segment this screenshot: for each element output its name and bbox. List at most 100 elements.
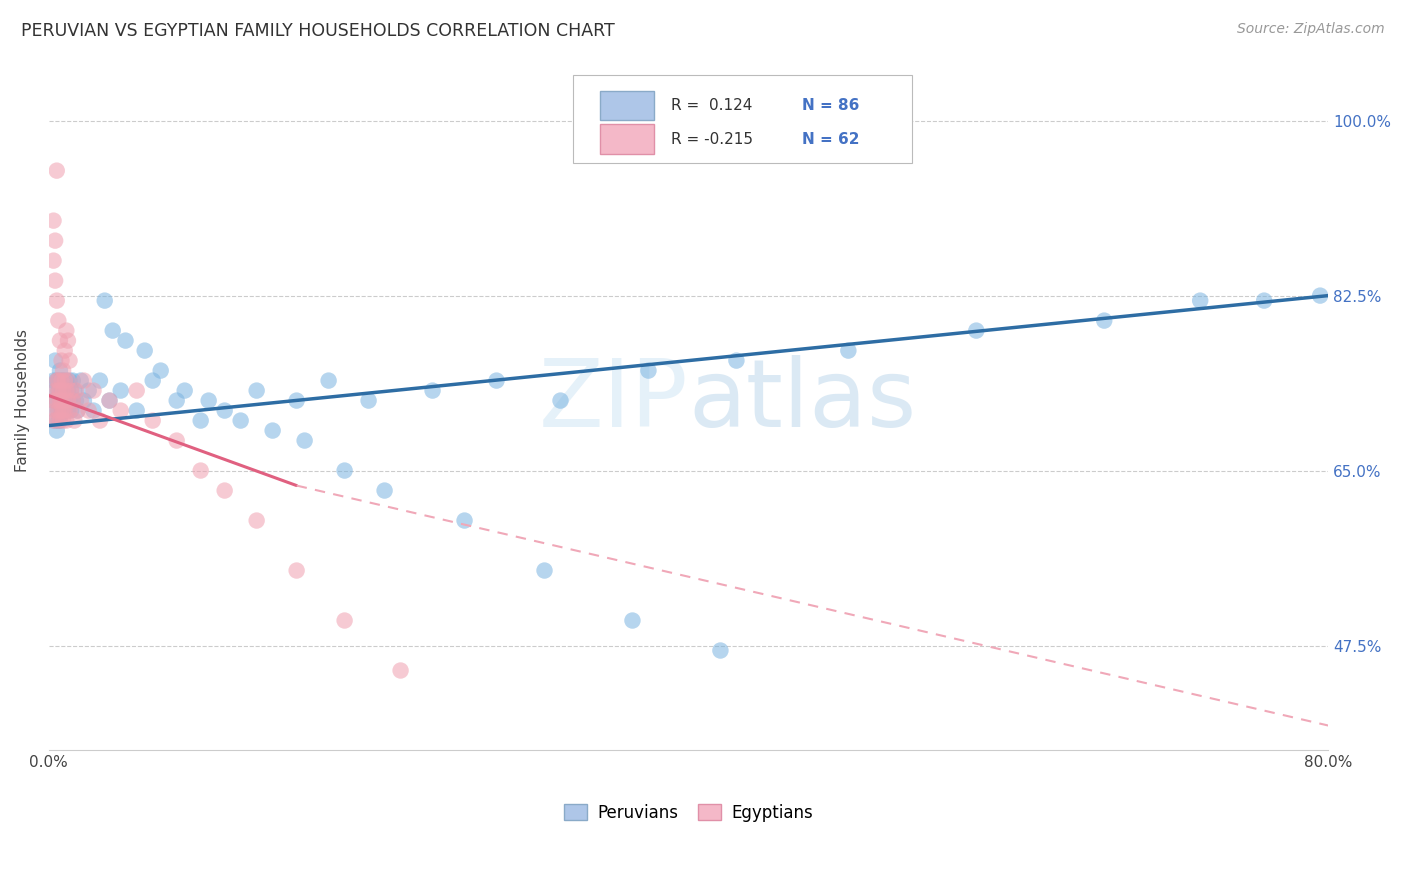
Point xyxy=(110,403,132,417)
FancyBboxPatch shape xyxy=(600,124,654,153)
Point xyxy=(45,403,67,417)
Point xyxy=(42,414,65,428)
Point xyxy=(806,113,828,128)
Point xyxy=(62,374,84,388)
Point xyxy=(51,393,73,408)
Point xyxy=(44,403,66,417)
Point xyxy=(46,403,69,417)
Point xyxy=(51,403,73,417)
Point xyxy=(83,384,105,398)
Point xyxy=(55,414,77,428)
Point xyxy=(42,374,65,388)
Point xyxy=(357,393,380,408)
Point xyxy=(49,384,72,398)
Point xyxy=(45,374,67,388)
Point xyxy=(44,384,66,398)
Point xyxy=(53,403,76,417)
Point xyxy=(52,384,75,398)
Point xyxy=(51,374,73,388)
Point xyxy=(49,334,72,348)
Point xyxy=(63,414,86,428)
Point xyxy=(44,414,66,428)
Point xyxy=(637,363,659,377)
Point xyxy=(58,374,80,388)
Text: N = 62: N = 62 xyxy=(801,131,859,146)
Point xyxy=(46,384,69,398)
Text: R =  0.124: R = 0.124 xyxy=(671,98,752,112)
Point xyxy=(60,384,83,398)
Point xyxy=(98,393,121,408)
Point xyxy=(114,334,136,348)
Point xyxy=(44,353,66,368)
Point xyxy=(621,614,644,628)
Point xyxy=(98,393,121,408)
Point xyxy=(149,363,172,377)
Point xyxy=(53,384,76,398)
Point xyxy=(51,384,73,398)
Text: N = 86: N = 86 xyxy=(801,98,859,112)
Point xyxy=(53,403,76,417)
Point xyxy=(134,343,156,358)
Point xyxy=(965,324,987,338)
Point xyxy=(69,374,91,388)
Point xyxy=(485,374,508,388)
Point xyxy=(214,403,236,417)
Point xyxy=(42,393,65,408)
Point xyxy=(55,384,77,398)
Point xyxy=(45,374,67,388)
Point xyxy=(73,393,96,408)
Point xyxy=(45,393,67,408)
Point xyxy=(422,384,444,398)
Point xyxy=(214,483,236,498)
Text: ZIP: ZIP xyxy=(538,355,689,447)
Point xyxy=(60,403,83,417)
Point xyxy=(52,403,75,417)
Point xyxy=(45,424,67,438)
Point xyxy=(63,384,86,398)
Point xyxy=(49,393,72,408)
Legend: Peruvians, Egyptians: Peruvians, Egyptians xyxy=(557,797,820,829)
Point xyxy=(62,393,84,408)
Point xyxy=(166,393,188,408)
Point xyxy=(173,384,195,398)
Point xyxy=(125,403,148,417)
Point xyxy=(83,403,105,417)
Point xyxy=(56,334,79,348)
Text: R = -0.215: R = -0.215 xyxy=(671,131,752,146)
Point xyxy=(69,393,91,408)
Point xyxy=(453,514,475,528)
Point xyxy=(190,464,212,478)
Point xyxy=(49,393,72,408)
Point xyxy=(52,384,75,398)
Point xyxy=(58,393,80,408)
Point xyxy=(190,414,212,428)
Point xyxy=(56,374,79,388)
Point xyxy=(49,384,72,398)
Point xyxy=(65,393,87,408)
Point xyxy=(52,403,75,417)
Point xyxy=(125,384,148,398)
Point xyxy=(77,384,100,398)
Point xyxy=(142,414,165,428)
Point xyxy=(52,414,75,428)
Point xyxy=(45,414,67,428)
Point xyxy=(294,434,316,448)
Point xyxy=(73,374,96,388)
Point xyxy=(142,374,165,388)
Point xyxy=(89,374,111,388)
Point xyxy=(53,393,76,408)
Point xyxy=(725,353,748,368)
Point xyxy=(246,514,269,528)
Point xyxy=(1189,293,1212,308)
Point xyxy=(93,293,115,308)
Point xyxy=(46,384,69,398)
Point xyxy=(51,393,73,408)
Text: PERUVIAN VS EGYPTIAN FAMILY HOUSEHOLDS CORRELATION CHART: PERUVIAN VS EGYPTIAN FAMILY HOUSEHOLDS C… xyxy=(21,22,614,40)
Point xyxy=(197,393,219,408)
Point xyxy=(55,384,77,398)
FancyBboxPatch shape xyxy=(574,75,912,162)
Point xyxy=(42,393,65,408)
Point xyxy=(53,374,76,388)
Point xyxy=(46,403,69,417)
Point xyxy=(44,274,66,288)
